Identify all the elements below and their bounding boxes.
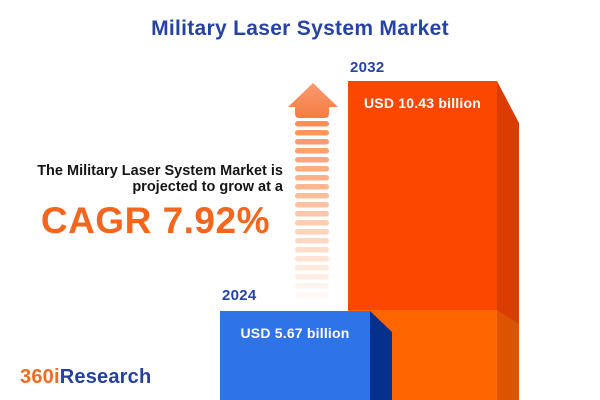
growth-tagline-line1: The Military Laser System Market is	[37, 163, 283, 179]
growth-tagline: The Military Laser System Market is proj…	[13, 163, 283, 195]
growth-tagline-line2: projected to grow at a	[132, 178, 283, 195]
bar-2032-year-label: 2032	[350, 59, 385, 76]
bar-2024-value-label: USD 5.67 billion	[240, 325, 350, 341]
cagr-value: CAGR 7.92%	[40, 200, 270, 241]
bar-2032-value-label: USD 10.43 billion	[364, 95, 481, 111]
bar-2032-lower-side-face	[497, 310, 519, 400]
page-title: Military Laser System Market	[151, 17, 449, 40]
arrow-head	[288, 83, 338, 107]
logo-research: Research	[59, 366, 152, 388]
bar-2024-year-label: 2024	[222, 287, 257, 304]
growth-arrow-icon	[288, 83, 338, 298]
logo-360i: 360i	[20, 366, 60, 388]
arrow-dashed-tail	[295, 121, 329, 298]
logo: 360iResearch	[20, 366, 151, 389]
bar-2024-front-face	[220, 311, 370, 400]
bar-2024-side-face	[370, 311, 392, 400]
bar-2032	[348, 81, 519, 400]
bar-2024	[220, 311, 392, 400]
